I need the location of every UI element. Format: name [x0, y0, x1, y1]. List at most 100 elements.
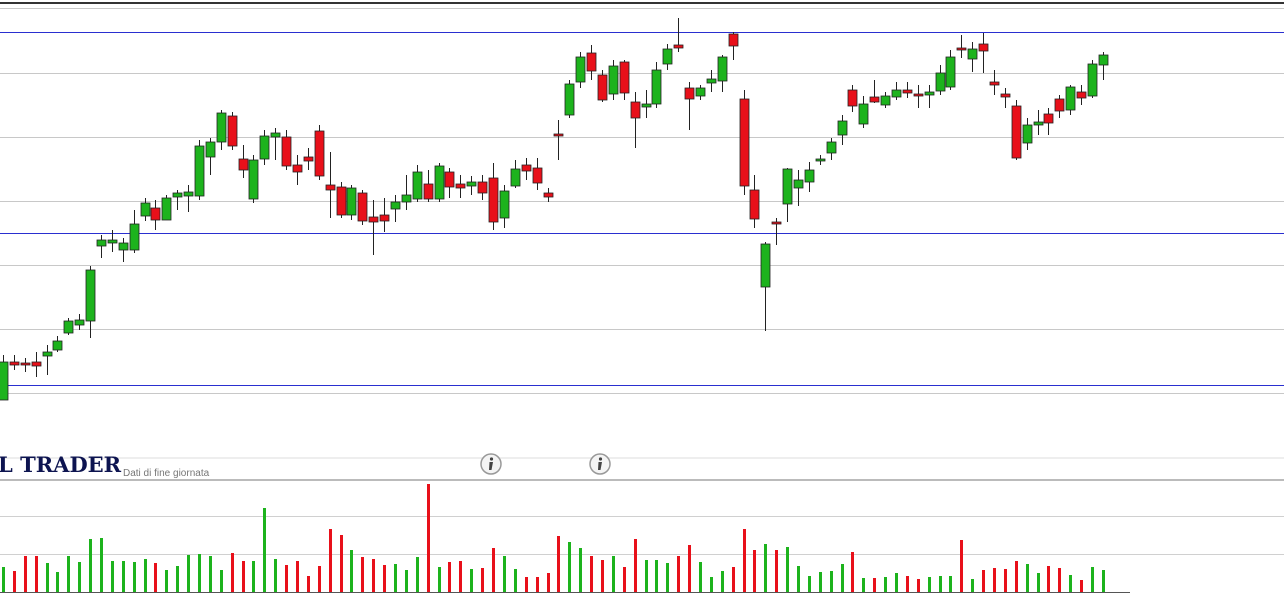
volume-bar: [329, 529, 332, 592]
candle-body: [0, 361, 9, 401]
candle-body: [314, 130, 325, 177]
candle-body: [913, 93, 924, 97]
candle-body: [183, 191, 194, 197]
volume-bar: [579, 548, 582, 592]
candle-body: [368, 216, 379, 223]
subtitle: Dati di fine giornata: [123, 468, 210, 479]
volume-bar: [383, 565, 386, 592]
candle-body: [85, 269, 96, 322]
candle-body: [1087, 63, 1098, 97]
volume-bars: [2, 484, 1105, 592]
volume-bar: [536, 577, 539, 592]
candle-body: [455, 183, 466, 189]
candle-body: [902, 89, 913, 94]
volume-bar: [209, 556, 212, 592]
volume-bar: [841, 564, 844, 592]
info-icon[interactable]: [589, 453, 611, 475]
candle-body: [553, 133, 564, 137]
volume-bar: [405, 570, 408, 592]
volume-bar: [1004, 569, 1007, 592]
candle-body: [1054, 98, 1065, 112]
candle-body: [216, 112, 227, 143]
candle-body: [684, 87, 695, 100]
candle-body: [956, 47, 967, 51]
candle-body: [9, 361, 20, 366]
candle-body: [336, 186, 347, 216]
volume-bar: [612, 556, 615, 592]
volume-bar: [198, 554, 201, 592]
volume-bar: [851, 552, 854, 592]
volume-bar: [764, 544, 767, 592]
candle-body: [1000, 93, 1011, 98]
volume-bar: [634, 539, 637, 592]
candle-body: [532, 167, 543, 184]
candle-body: [989, 81, 1000, 86]
volume-bar: [242, 561, 245, 592]
volume-bar: [1091, 567, 1094, 592]
volume-bar: [971, 579, 974, 592]
volume-bar: [557, 536, 560, 592]
volume-bar: [67, 556, 70, 592]
volume-bar: [492, 548, 495, 592]
candle-body: [172, 192, 183, 198]
candle-body: [303, 156, 314, 162]
candle-body: [248, 159, 259, 200]
brand: L TRADER: [0, 452, 122, 477]
volume-bar: [122, 561, 125, 592]
volume-bar: [862, 578, 865, 592]
candle-body: [488, 177, 499, 223]
volume-bar: [873, 578, 876, 592]
candle-body: [118, 242, 129, 251]
volume-bar: [949, 576, 952, 592]
volume-bar: [732, 567, 735, 592]
candle-body: [706, 78, 717, 84]
volume-bar: [884, 577, 887, 592]
volume-bar: [568, 542, 571, 592]
volume-bar: [819, 572, 822, 592]
candle-body: [858, 103, 869, 125]
candle-body: [782, 168, 793, 205]
candle-body: [1065, 86, 1076, 111]
volume-bar: [481, 568, 484, 592]
candle-body: [270, 132, 281, 138]
candle-body: [423, 183, 434, 200]
volume-bar: [285, 565, 288, 592]
candle-body: [412, 171, 423, 200]
volume-bar: [372, 559, 375, 592]
volume-bar: [993, 568, 996, 592]
volume-bar: [2, 567, 5, 592]
volume-bar: [350, 550, 353, 592]
candle-body: [597, 74, 608, 101]
candle-body: [325, 184, 336, 191]
candle-body: [20, 362, 31, 366]
volume-bar: [470, 569, 473, 592]
volume-bar: [394, 564, 397, 592]
candle-body: [107, 239, 118, 244]
candle-body: [194, 145, 205, 197]
candle-body: [575, 56, 586, 83]
volume-bar: [808, 576, 811, 592]
volume-bar: [78, 562, 81, 592]
candle-body: [140, 202, 151, 217]
candle-body: [630, 101, 641, 119]
volume-bar: [666, 563, 669, 592]
volume-bar: [416, 557, 419, 592]
volume-bar: [1069, 575, 1072, 592]
candle-body: [847, 89, 858, 107]
volume-bar: [154, 563, 157, 592]
candles: [0, 18, 1109, 401]
volume-bar: [830, 571, 833, 592]
candle-body: [434, 165, 445, 200]
candle-body: [804, 169, 815, 183]
candle-body: [444, 171, 455, 188]
candle-body: [205, 141, 216, 158]
volume-bar: [165, 570, 168, 592]
volume-bar: [623, 567, 626, 592]
candle-body: [510, 168, 521, 187]
candle-body: [651, 69, 662, 105]
volume-bar: [514, 569, 517, 592]
volume-bar: [710, 577, 713, 592]
volume-bar: [928, 577, 931, 592]
info-icon[interactable]: [480, 453, 502, 475]
volume-bar: [917, 579, 920, 592]
